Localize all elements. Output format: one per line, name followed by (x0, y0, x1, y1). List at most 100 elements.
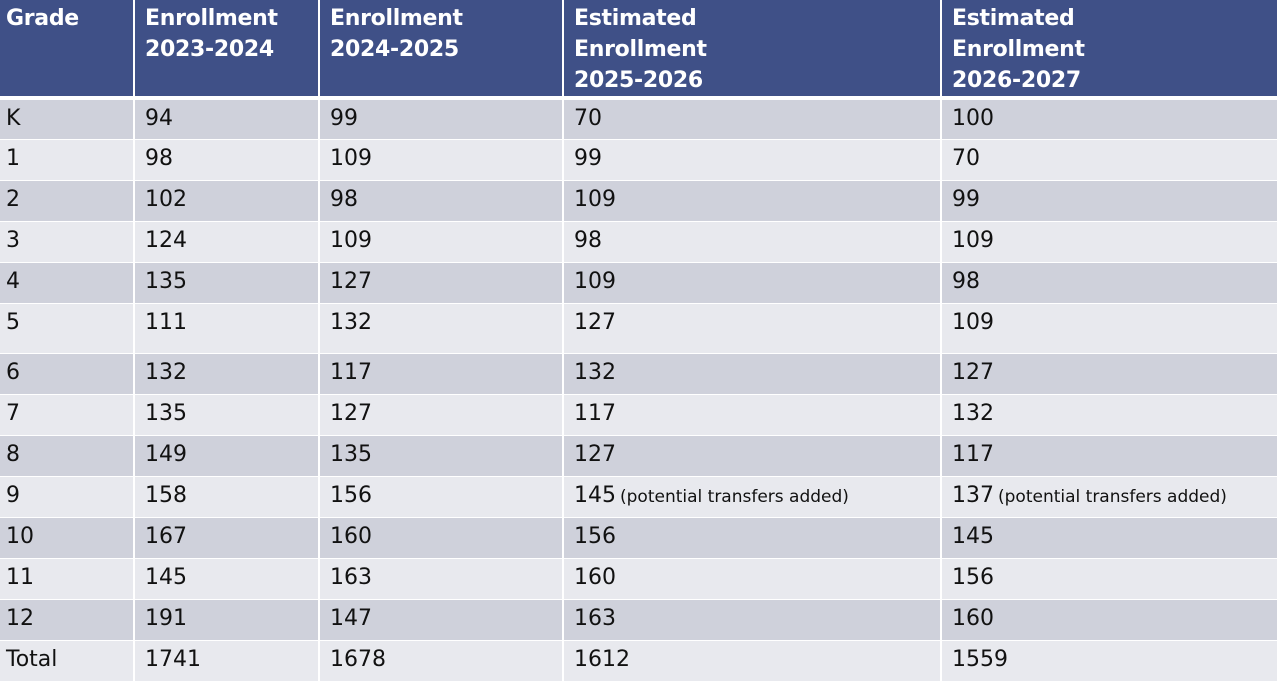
cell-estimated-2026-2027: 100 (941, 98, 1277, 140)
cell-value: 109 (952, 227, 994, 253)
cell-value: 98 (574, 227, 602, 253)
cell-value: 117 (952, 441, 994, 467)
cell-estimated-2026-2027: 137 (potential transfers added) (941, 476, 1277, 518)
cell-estimated-2025-2026: 117 (563, 394, 942, 436)
cell-value: 160 (952, 605, 994, 631)
cell-grade: 7 (0, 394, 135, 436)
cell-grade: 9 (0, 476, 135, 518)
cell-value: 127 (574, 309, 616, 335)
cell-estimated-2026-2027: 99 (941, 180, 1277, 222)
cell-grade: 5 (0, 303, 135, 354)
header-enrollment-2023-2024: Enrollment 2023-2024 (134, 0, 320, 100)
cell-grade: 6 (0, 353, 135, 395)
cell-enrollment-2024-2025: 98 (319, 180, 564, 222)
cell-estimated-2025-2026: 163 (563, 599, 942, 641)
cell-value: 109 (952, 309, 994, 335)
cell-grade: 2 (0, 180, 135, 222)
table-row: 9 158 156 145 (potential transfers added)… (0, 476, 1277, 518)
cell-value: 163 (574, 605, 616, 631)
cell-grade: K (0, 98, 135, 140)
cell-enrollment-2024-2025: 135 (319, 435, 564, 477)
cell-value: 1612 (574, 646, 630, 672)
cell-value: 145 (574, 482, 616, 508)
cell-enrollment-2023-2024: 98 (134, 139, 320, 181)
cell-value: 98 (952, 268, 980, 294)
cell-enrollment-2023-2024: 158 (134, 476, 320, 518)
table-row: 2 102 98 109 99 (0, 180, 1277, 222)
cell-value: 132 (574, 359, 616, 385)
table-row: K 94 99 70 100 (0, 98, 1277, 140)
cell-value: 156 (952, 564, 994, 590)
table-row: 6 132 117 132 127 (0, 353, 1277, 395)
cell-estimated-2025-2026: 109 (563, 180, 942, 222)
cell-estimated-2025-2026: 132 (563, 353, 942, 395)
cell-grade: 3 (0, 221, 135, 263)
table-row: 5 111 132 127 109 (0, 303, 1277, 354)
cell-estimated-2026-2027: 145 (941, 517, 1277, 559)
cell-estimated-2025-2026: 156 (563, 517, 942, 559)
cell-value: 156 (574, 523, 616, 549)
cell-enrollment-2023-2024: 94 (134, 98, 320, 140)
cell-value: 127 (952, 359, 994, 385)
cell-enrollment-2024-2025: 147 (319, 599, 564, 641)
cell-enrollment-2023-2024: 1741 (134, 640, 320, 682)
cell-value: 70 (574, 106, 602, 131)
cell-estimated-2025-2026: 127 (563, 435, 942, 477)
cell-value: 127 (574, 441, 616, 467)
cell-enrollment-2023-2024: 111 (134, 303, 320, 354)
cell-estimated-2026-2027: 160 (941, 599, 1277, 641)
cell-enrollment-2023-2024: 135 (134, 262, 320, 304)
cell-value: 145 (952, 523, 994, 549)
cell-grade: 11 (0, 558, 135, 600)
cell-estimated-2025-2026: 109 (563, 262, 942, 304)
table-row: 4 135 127 109 98 (0, 262, 1277, 304)
cell-enrollment-2023-2024: 191 (134, 599, 320, 641)
cell-enrollment-2023-2024: 145 (134, 558, 320, 600)
cell-value: 99 (952, 186, 980, 212)
cell-estimated-2025-2026: 70 (563, 98, 942, 140)
cell-grade: 1 (0, 139, 135, 181)
cell-enrollment-2024-2025: 127 (319, 394, 564, 436)
cell-estimated-2026-2027: 156 (941, 558, 1277, 600)
cell-value: 70 (952, 145, 980, 171)
cell-enrollment-2024-2025: 1678 (319, 640, 564, 682)
table-row: 3 124 109 98 109 (0, 221, 1277, 263)
table-row: 10 167 160 156 145 (0, 517, 1277, 559)
cell-enrollment-2023-2024: 102 (134, 180, 320, 222)
cell-enrollment-2024-2025: 160 (319, 517, 564, 559)
cell-estimated-2026-2027: 109 (941, 303, 1277, 354)
cell-value: 99 (574, 145, 602, 171)
cell-enrollment-2023-2024: 124 (134, 221, 320, 263)
cell-enrollment-2023-2024: 167 (134, 517, 320, 559)
cell-estimated-2025-2026: 98 (563, 221, 942, 263)
cell-estimated-2025-2026: 99 (563, 139, 942, 181)
cell-estimated-2026-2027: 117 (941, 435, 1277, 477)
cell-note: (potential transfers added) (998, 486, 1227, 507)
table-row: 7 135 127 117 132 (0, 394, 1277, 436)
cell-value: 160 (574, 564, 616, 590)
cell-enrollment-2024-2025: 109 (319, 221, 564, 263)
cell-estimated-2025-2026: 145 (potential transfers added) (563, 476, 942, 518)
cell-enrollment-2023-2024: 135 (134, 394, 320, 436)
table-header-row: Grade Enrollment 2023-2024 Enrollment 20… (0, 0, 1277, 100)
cell-estimated-2026-2027: 109 (941, 221, 1277, 263)
header-grade: Grade (0, 0, 135, 100)
cell-grade: Total (0, 640, 135, 682)
cell-enrollment-2024-2025: 163 (319, 558, 564, 600)
cell-estimated-2026-2027: 1559 (941, 640, 1277, 682)
cell-grade: 12 (0, 599, 135, 641)
cell-enrollment-2024-2025: 156 (319, 476, 564, 518)
cell-estimated-2026-2027: 70 (941, 139, 1277, 181)
cell-value: 117 (574, 400, 616, 426)
table-row: 1 98 109 99 70 (0, 139, 1277, 181)
cell-estimated-2025-2026: 127 (563, 303, 942, 354)
cell-enrollment-2024-2025: 117 (319, 353, 564, 395)
cell-value: 100 (952, 106, 994, 131)
cell-grade: 10 (0, 517, 135, 559)
cell-estimated-2025-2026: 160 (563, 558, 942, 600)
header-enrollment-2024-2025: Enrollment 2024-2025 (319, 0, 564, 100)
cell-enrollment-2024-2025: 99 (319, 98, 564, 140)
cell-estimated-2025-2026: 1612 (563, 640, 942, 682)
header-estimated-2026-2027: Estimated Enrollment 2026-2027 (941, 0, 1277, 100)
table-row: 11 145 163 160 156 (0, 558, 1277, 600)
